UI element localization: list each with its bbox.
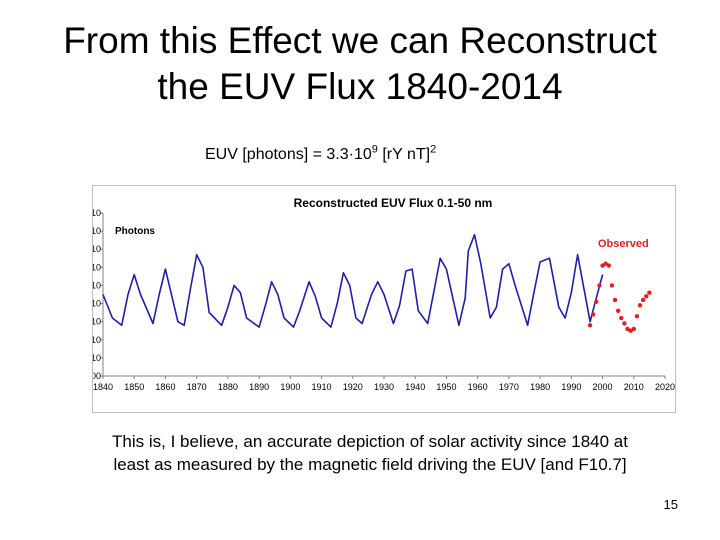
- y-tick-label: 9.0E+10: [93, 208, 101, 218]
- formula-exponent-2: 2: [430, 143, 437, 156]
- x-tick-label: 2020: [655, 382, 675, 392]
- observed-point: [622, 321, 627, 326]
- caption-line-1: This is, I believe, an accurate depictio…: [112, 432, 628, 451]
- observed-point: [594, 299, 599, 304]
- formula-mid: [rY nT]: [377, 146, 431, 163]
- y-tick-label: 0.0E+00: [93, 371, 101, 381]
- x-tick-label: 1990: [561, 382, 581, 392]
- y-tick-label: 1.0E+10: [93, 353, 101, 363]
- observed-point: [587, 323, 593, 328]
- series-reconstructed-line: [102, 233, 604, 328]
- observed-point: [647, 290, 652, 295]
- x-tick-label: 1980: [530, 382, 550, 392]
- observed-point: [615, 308, 621, 313]
- x-tick-label: 1910: [312, 382, 332, 392]
- observed-point: [634, 314, 640, 319]
- y-tick-label: 4.0E+10: [93, 299, 101, 309]
- slide-caption: This is, I believe, an accurate depictio…: [60, 430, 680, 476]
- x-tick-label: 1930: [374, 382, 394, 392]
- x-tick-label: 1860: [155, 382, 175, 392]
- series-observed-label: Observed: [598, 238, 649, 250]
- x-tick-label: 1890: [249, 382, 269, 392]
- observed-point: [606, 263, 611, 268]
- formula-exponent-1: 9: [371, 143, 378, 156]
- x-tick-label: 2010: [624, 382, 644, 392]
- x-tick-label: 1920: [343, 382, 363, 392]
- slide-title: From this Effect we can Reconstruct the …: [0, 18, 720, 110]
- caption-line-2: least as measured by the magnetic field …: [113, 455, 627, 474]
- x-tick-label: 1870: [187, 382, 207, 392]
- y-tick-label: 6.0E+10: [93, 262, 101, 272]
- observed-point: [612, 297, 618, 303]
- title-line-2: the EUV Flux 1840-2014: [157, 66, 563, 107]
- euv-chart: Reconstructed EUV Flux 0.1-50 nm Photons…: [92, 185, 676, 413]
- x-tick-label: 1940: [405, 382, 425, 392]
- series-photons-label: Photons: [115, 226, 155, 237]
- observed-point: [637, 303, 643, 308]
- y-tick-label: 5.0E+10: [93, 280, 101, 290]
- x-tick-label: 1950: [436, 382, 456, 392]
- title-line-1: From this Effect we can Reconstruct: [63, 20, 657, 61]
- x-tick-label: 1880: [218, 382, 238, 392]
- y-tick-label: 7.0E+10: [93, 244, 101, 254]
- chart-title: Reconstructed EUV Flux 0.1-50 nm: [294, 196, 493, 210]
- observed-point: [644, 294, 649, 299]
- x-tick-label: 1970: [499, 382, 519, 392]
- observed-point: [590, 312, 596, 317]
- x-tick-label: 1900: [280, 382, 300, 392]
- y-tick-label: 2.0E+10: [93, 335, 101, 345]
- x-tick-label: 1850: [124, 382, 144, 392]
- x-tick-label: 1840: [93, 382, 113, 392]
- observed-point: [597, 283, 602, 288]
- page-number: 15: [663, 497, 678, 512]
- chart-svg: Reconstructed EUV Flux 0.1-50 nm Photons…: [93, 196, 675, 392]
- y-tick-label: 8.0E+10: [93, 226, 101, 236]
- observed-point: [640, 297, 646, 303]
- observed-point: [619, 315, 624, 321]
- observed-point: [609, 283, 615, 288]
- euv-formula: EUV [photons] = 3.3·109 [rY nT]2: [205, 143, 437, 165]
- observed-point: [631, 326, 636, 332]
- y-tick-label: 3.0E+10: [93, 317, 101, 327]
- x-tick-label: 1960: [468, 382, 488, 392]
- formula-prefix: EUV [photons] = 3.3·10: [205, 146, 372, 163]
- x-tick-label: 2000: [593, 382, 613, 392]
